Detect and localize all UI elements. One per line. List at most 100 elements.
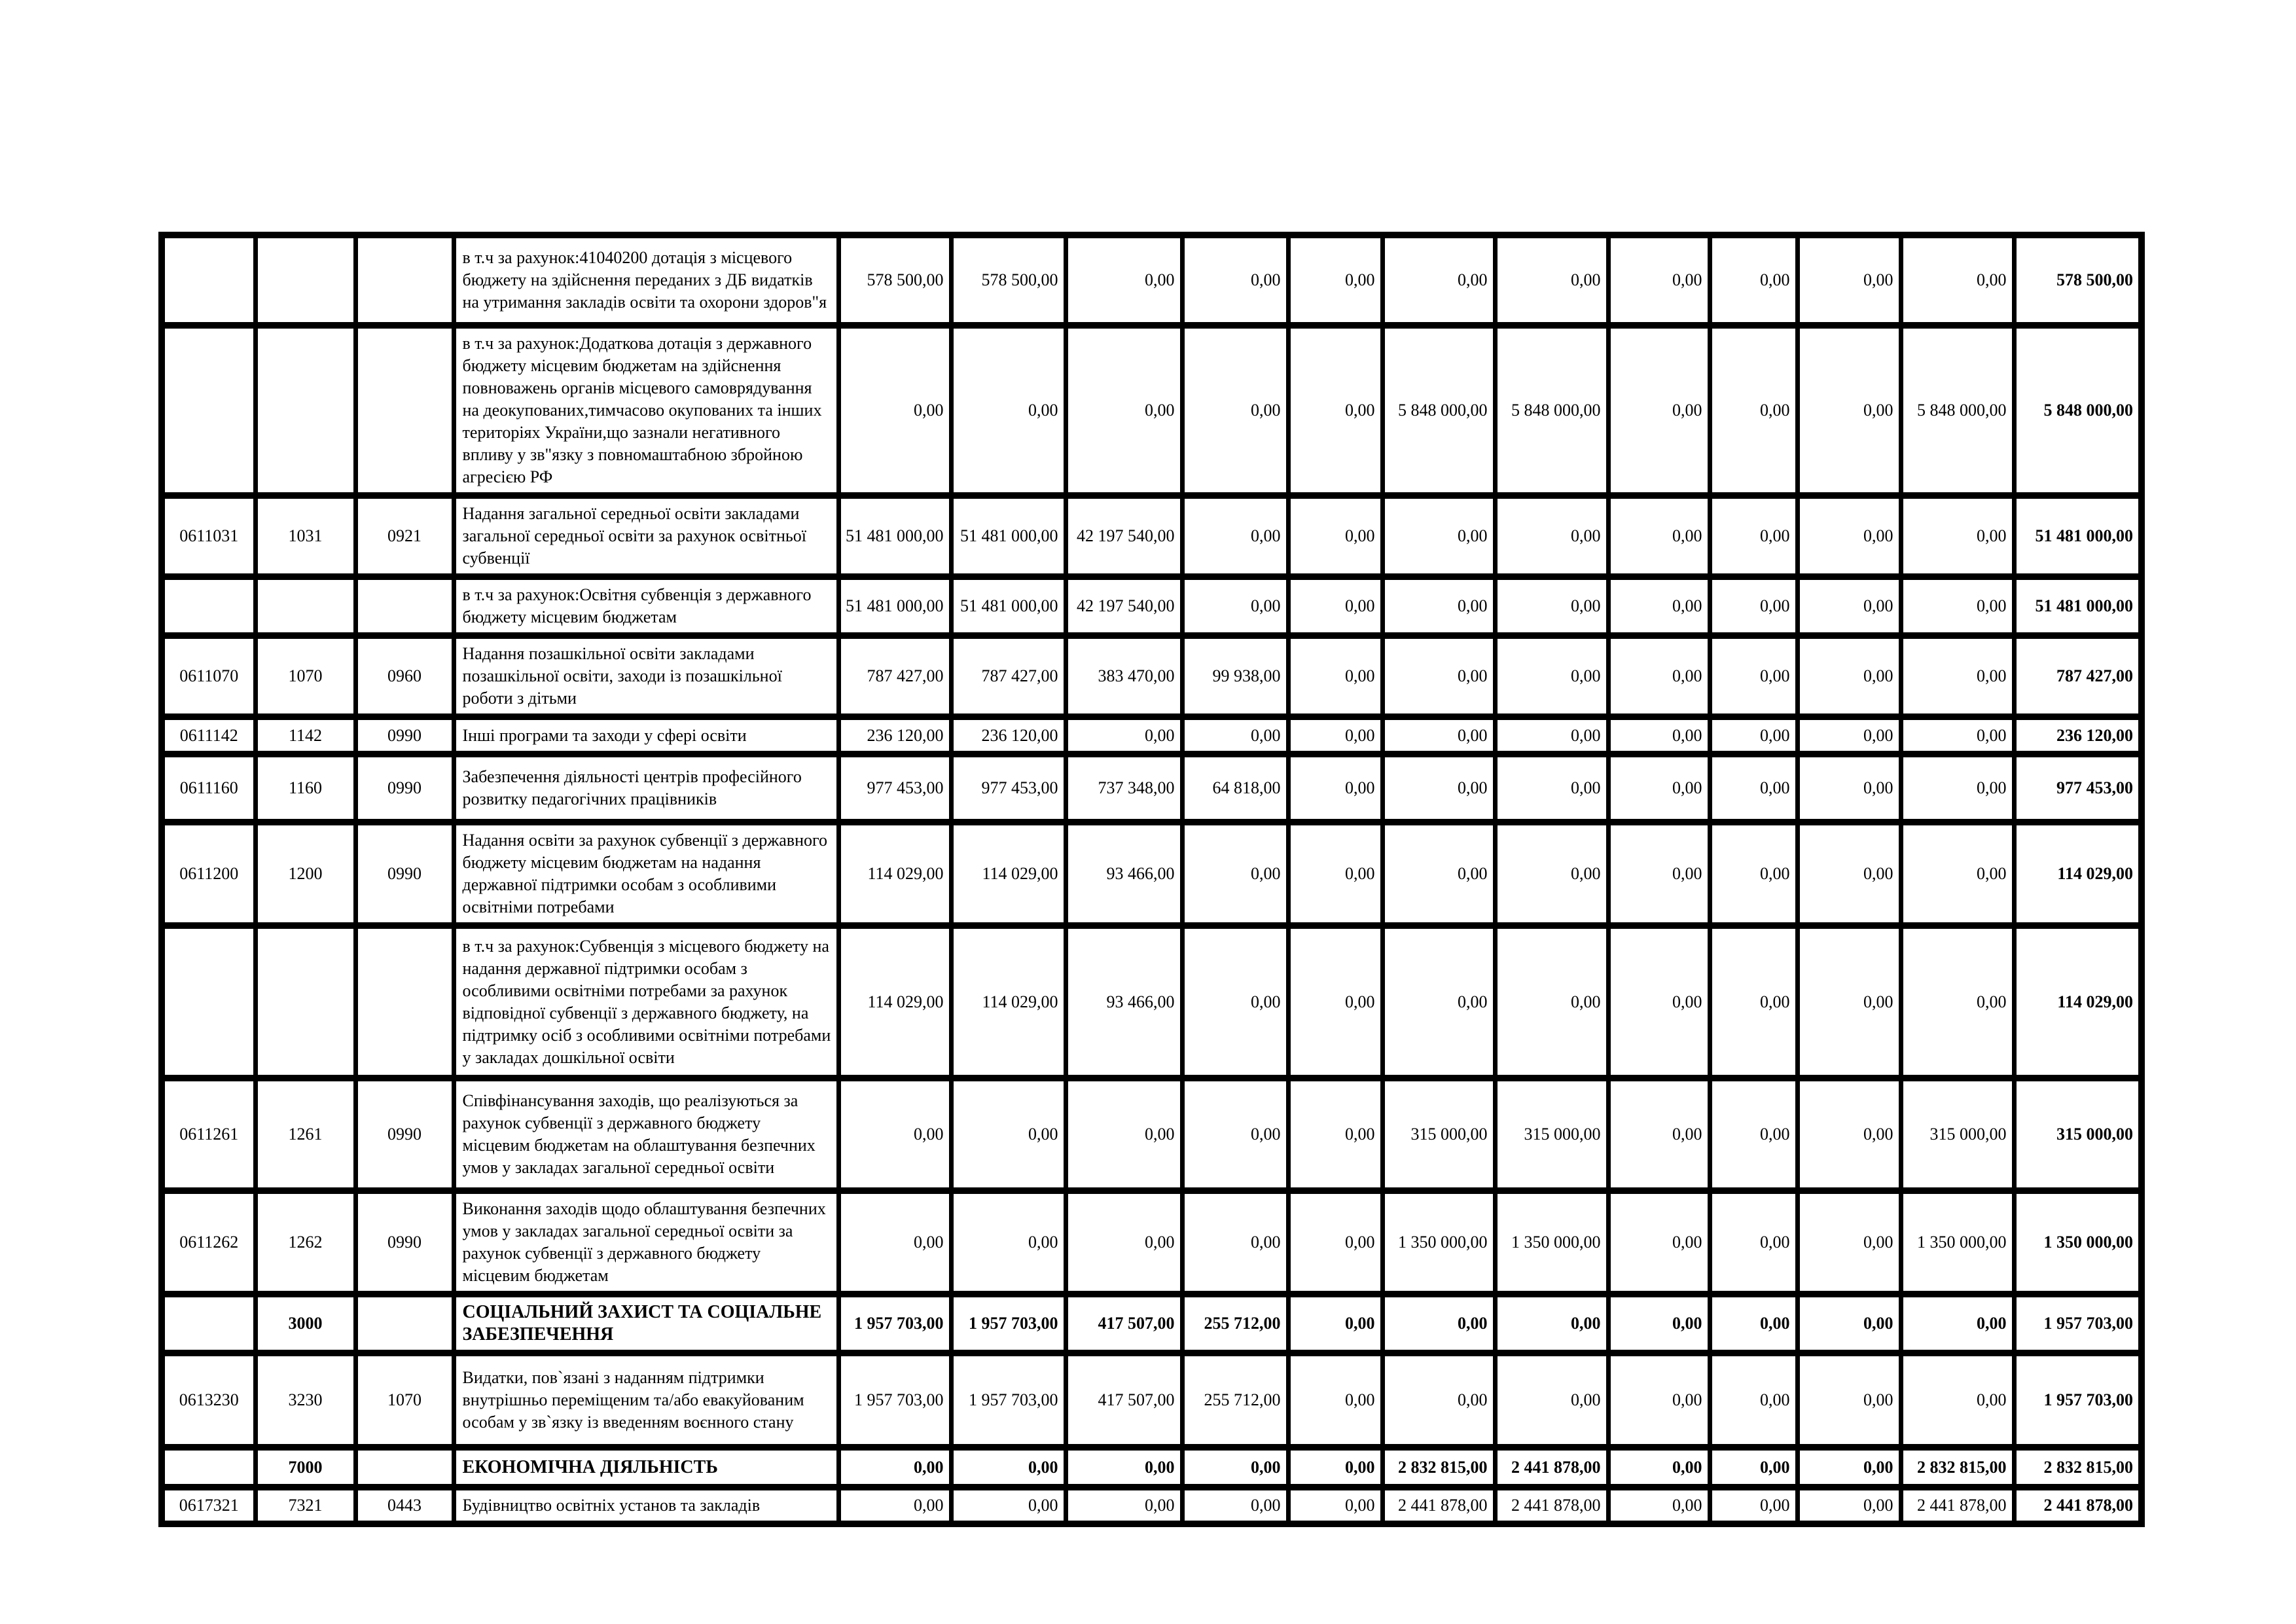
ktpkv-code-cell: 7321 (253, 1484, 358, 1527)
total-value-cell: 51 481 000,00 (2011, 573, 2144, 639)
ktpkv-code-cell: 1142 (253, 713, 358, 757)
value-cell-4: 0,00 (1179, 1484, 1291, 1527)
value-cell-10: 0,00 (1795, 819, 1903, 929)
value-cell-5: 0,00 (1285, 492, 1385, 580)
kfk-code-cell (353, 1444, 456, 1490)
value-cell-4: 0,00 (1179, 1187, 1291, 1297)
value-cell-1: 0,00 (836, 1484, 954, 1527)
value-cell-9: 0,00 (1707, 751, 1800, 825)
kfk-code-cell (353, 322, 456, 499)
expense-name-cell: ЕКОНОМІЧНА ДІЯЛЬНІСТЬ (451, 1444, 841, 1490)
total-value-cell: 578 500,00 (2011, 232, 2144, 329)
value-cell-1: 1 957 703,00 (836, 1291, 954, 1356)
value-cell-3: 0,00 (1063, 322, 1185, 499)
ktpkv-code-cell: 1262 (253, 1187, 358, 1297)
value-cell-6: 0,00 (1380, 922, 1498, 1081)
total-value-cell: 114 029,00 (2011, 819, 2144, 929)
value-cell-5: 0,00 (1285, 1350, 1385, 1451)
table-row: 0611262 1262 0990 Виконання заходів щодо… (159, 1187, 2144, 1297)
program-code-cell: 0611262 (159, 1187, 258, 1297)
value-cell-8: 0,00 (1605, 632, 1712, 720)
value-cell-4: 0,00 (1179, 573, 1291, 639)
value-cell-4: 64 818,00 (1179, 751, 1291, 825)
value-cell-4: 0,00 (1179, 819, 1291, 929)
value-cell-11: 0,00 (1898, 1291, 2017, 1356)
value-cell-5: 0,00 (1285, 1187, 1385, 1297)
value-cell-11: 0,00 (1898, 1350, 2017, 1451)
kfk-code-cell: 0443 (353, 1484, 456, 1527)
value-cell-1: 977 453,00 (836, 751, 954, 825)
value-cell-11: 0,00 (1898, 819, 2017, 929)
expense-name-cell: в т.ч за рахунок:Додаткова дотація з дер… (451, 322, 841, 499)
value-cell-5: 0,00 (1285, 232, 1385, 329)
expense-name-cell: Надання освіти за рахунок субвенції з де… (451, 819, 841, 929)
expense-name-cell: СОЦІАЛЬНИЙ ЗАХИСТ ТА СОЦІАЛЬНЕ ЗАБЕЗПЕЧЕ… (451, 1291, 841, 1356)
ktpkv-code-cell (253, 922, 358, 1081)
value-cell-8: 0,00 (1605, 1291, 1712, 1356)
program-code-cell: 0611031 (159, 492, 258, 580)
ktpkv-code-cell (253, 232, 358, 329)
value-cell-7: 0,00 (1492, 573, 1611, 639)
value-cell-6: 0,00 (1380, 713, 1498, 757)
total-value-cell: 114 029,00 (2011, 922, 2144, 1081)
value-cell-7: 0,00 (1492, 632, 1611, 720)
program-code-cell (159, 1291, 258, 1356)
value-cell-7: 0,00 (1492, 232, 1611, 329)
value-cell-5: 0,00 (1285, 1075, 1385, 1194)
value-cell-5: 0,00 (1285, 1444, 1385, 1490)
kfk-code-cell (353, 573, 456, 639)
value-cell-11: 0,00 (1898, 632, 2017, 720)
value-cell-8: 0,00 (1605, 819, 1712, 929)
program-code-cell: 0611160 (159, 751, 258, 825)
total-value-cell: 236 120,00 (2011, 713, 2144, 757)
value-cell-4: 255 712,00 (1179, 1350, 1291, 1451)
value-cell-7: 0,00 (1492, 492, 1611, 580)
ktpkv-code-cell (253, 573, 358, 639)
kfk-code-cell: 0990 (353, 713, 456, 757)
value-cell-3: 737 348,00 (1063, 751, 1185, 825)
value-cell-2: 1 957 703,00 (948, 1350, 1068, 1451)
value-cell-9: 0,00 (1707, 632, 1800, 720)
expense-name-cell: Інші програми та заходи у сфері освіти (451, 713, 841, 757)
value-cell-5: 0,00 (1285, 632, 1385, 720)
value-cell-6: 0,00 (1380, 1291, 1498, 1356)
value-cell-2: 787 427,00 (948, 632, 1068, 720)
value-cell-9: 0,00 (1707, 819, 1800, 929)
value-cell-7: 315 000,00 (1492, 1075, 1611, 1194)
value-cell-1: 114 029,00 (836, 819, 954, 929)
total-value-cell: 1 957 703,00 (2011, 1350, 2144, 1451)
value-cell-2: 51 481 000,00 (948, 492, 1068, 580)
value-cell-10: 0,00 (1795, 573, 1903, 639)
value-cell-11: 0,00 (1898, 573, 2017, 639)
value-cell-11: 0,00 (1898, 922, 2017, 1081)
ktpkv-code-cell: 1160 (253, 751, 358, 825)
value-cell-6: 0,00 (1380, 819, 1498, 929)
value-cell-6: 2 441 878,00 (1380, 1484, 1498, 1527)
ktpkv-code-cell: 1031 (253, 492, 358, 580)
value-cell-1: 578 500,00 (836, 232, 954, 329)
expense-name-cell: Будівництво освітніх установ та закладів (451, 1484, 841, 1527)
value-cell-9: 0,00 (1707, 713, 1800, 757)
kfk-code-cell (353, 232, 456, 329)
value-cell-3: 93 466,00 (1063, 819, 1185, 929)
program-code-cell (159, 922, 258, 1081)
kfk-code-cell: 0990 (353, 1075, 456, 1194)
value-cell-2: 51 481 000,00 (948, 573, 1068, 639)
kfk-code-cell (353, 922, 456, 1081)
expense-name-cell: в т.ч за рахунок:Субвенція з місцевого б… (451, 922, 841, 1081)
table-row: 3000 СОЦІАЛЬНИЙ ЗАХИСТ ТА СОЦІАЛЬНЕ ЗАБЕ… (159, 1291, 2144, 1356)
value-cell-3: 0,00 (1063, 1187, 1185, 1297)
value-cell-3: 383 470,00 (1063, 632, 1185, 720)
value-cell-11: 5 848 000,00 (1898, 322, 2017, 499)
program-code-cell: 0613230 (159, 1350, 258, 1451)
value-cell-6: 0,00 (1380, 632, 1498, 720)
total-value-cell: 2 832 815,00 (2011, 1444, 2144, 1490)
value-cell-3: 42 197 540,00 (1063, 573, 1185, 639)
value-cell-7: 1 350 000,00 (1492, 1187, 1611, 1297)
total-value-cell: 977 453,00 (2011, 751, 2144, 825)
table-row: в т.ч за рахунок:Освітня субвенція з дер… (159, 573, 2144, 639)
value-cell-9: 0,00 (1707, 1444, 1800, 1490)
expense-name-cell: Забезпечення діяльності центрів професій… (451, 751, 841, 825)
program-code-cell: 0611070 (159, 632, 258, 720)
